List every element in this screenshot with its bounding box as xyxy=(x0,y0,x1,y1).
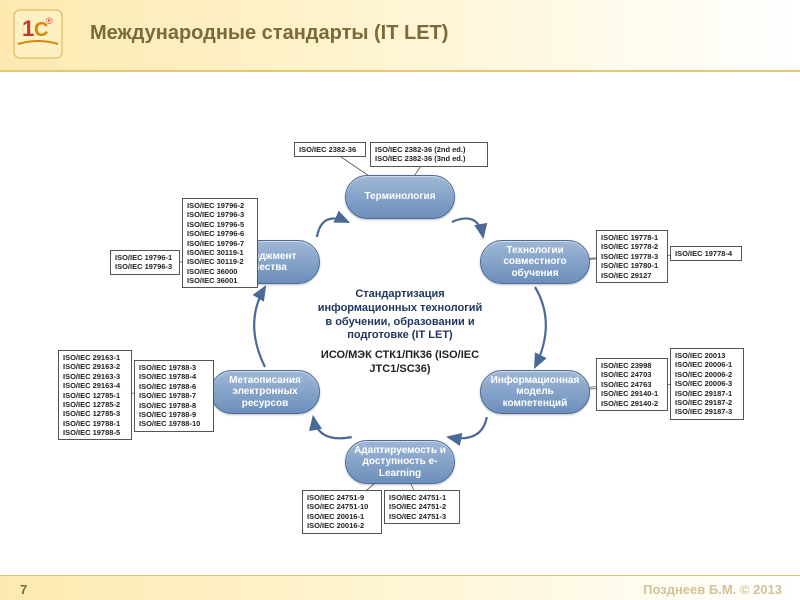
center-line-1: Стандартизация информационных технологий… xyxy=(315,288,485,343)
diagram-area: Стандартизация информационных технологий… xyxy=(0,70,800,576)
stdbox-quality_a: ISO/IEC 19796-1ISO/IEC 19796-3 xyxy=(110,250,180,275)
stdbox-adapt_a: ISO/IEC 24751-9ISO/IEC 24751-10ISO/IEC 2… xyxy=(302,490,382,534)
stdbox-comp_b: ISO/IEC 20013ISO/IEC 20006-1ISO/IEC 2000… xyxy=(670,348,744,420)
stdbox-meta_b: ISO/IEC 19788-3ISO/IEC 19788-4ISO/IEC 19… xyxy=(134,360,214,432)
copyright: Позднеев Б.М. © 2013 xyxy=(643,582,782,597)
arrow-meta-quality xyxy=(254,287,265,367)
page-title: Международные стандарты (IT LET) xyxy=(90,22,448,45)
node-adapt: Адаптируемость и доступность e-Learning xyxy=(345,440,455,484)
node-competency: Информационная модель компетенций xyxy=(480,370,590,414)
stdbox-collab_b: ISO/IEC 19778-4 xyxy=(670,246,742,261)
node-collab: Технологии совместного обучения xyxy=(480,240,590,284)
node-terminology: Терминология xyxy=(345,175,455,219)
stdbox-collab_a: ISO/IEC 19778-1ISO/IEC 19778-2ISO/IEC 19… xyxy=(596,230,668,283)
arrow-collab-competency xyxy=(535,287,546,367)
stdbox-term_a: ISO/IEC 2382-36 xyxy=(294,142,366,157)
center-line-2: ИСО/МЭК СТК1/ПК36 (ISO/IEC JTC1/SC36) xyxy=(315,349,485,377)
svg-text:1: 1 xyxy=(22,16,34,41)
svg-text:®: ® xyxy=(46,16,53,26)
stdbox-adapt_b: ISO/IEC 24751-1ISO/IEC 24751-2ISO/IEC 24… xyxy=(384,490,460,524)
stdbox-term_b: ISO/IEC 2382-36 (2nd ed.)ISO/IEC 2382-36… xyxy=(370,142,488,167)
stdbox-quality_b: ISO/IEC 19796-2ISO/IEC 19796-3ISO/IEC 19… xyxy=(182,198,258,288)
logo-1c: 1 C ® xyxy=(12,8,64,60)
arrow-adapt-meta xyxy=(313,417,352,438)
arrow-terminology-collab xyxy=(452,218,483,237)
arrow-competency-adapt xyxy=(448,417,487,438)
page-number: 7 xyxy=(20,582,27,597)
stdbox-comp_a: ISO/IEC 23998ISO/IEC 24703ISO/IEC 24763I… xyxy=(596,358,668,411)
stdbox-meta_a: ISO/IEC 29163-1ISO/IEC 29163-2ISO/IEC 29… xyxy=(58,350,132,440)
arrow-quality-terminology xyxy=(317,218,348,237)
center-caption: Стандартизация информационных технологий… xyxy=(315,288,485,377)
node-meta: Метаописания электронных ресурсов xyxy=(210,370,320,414)
